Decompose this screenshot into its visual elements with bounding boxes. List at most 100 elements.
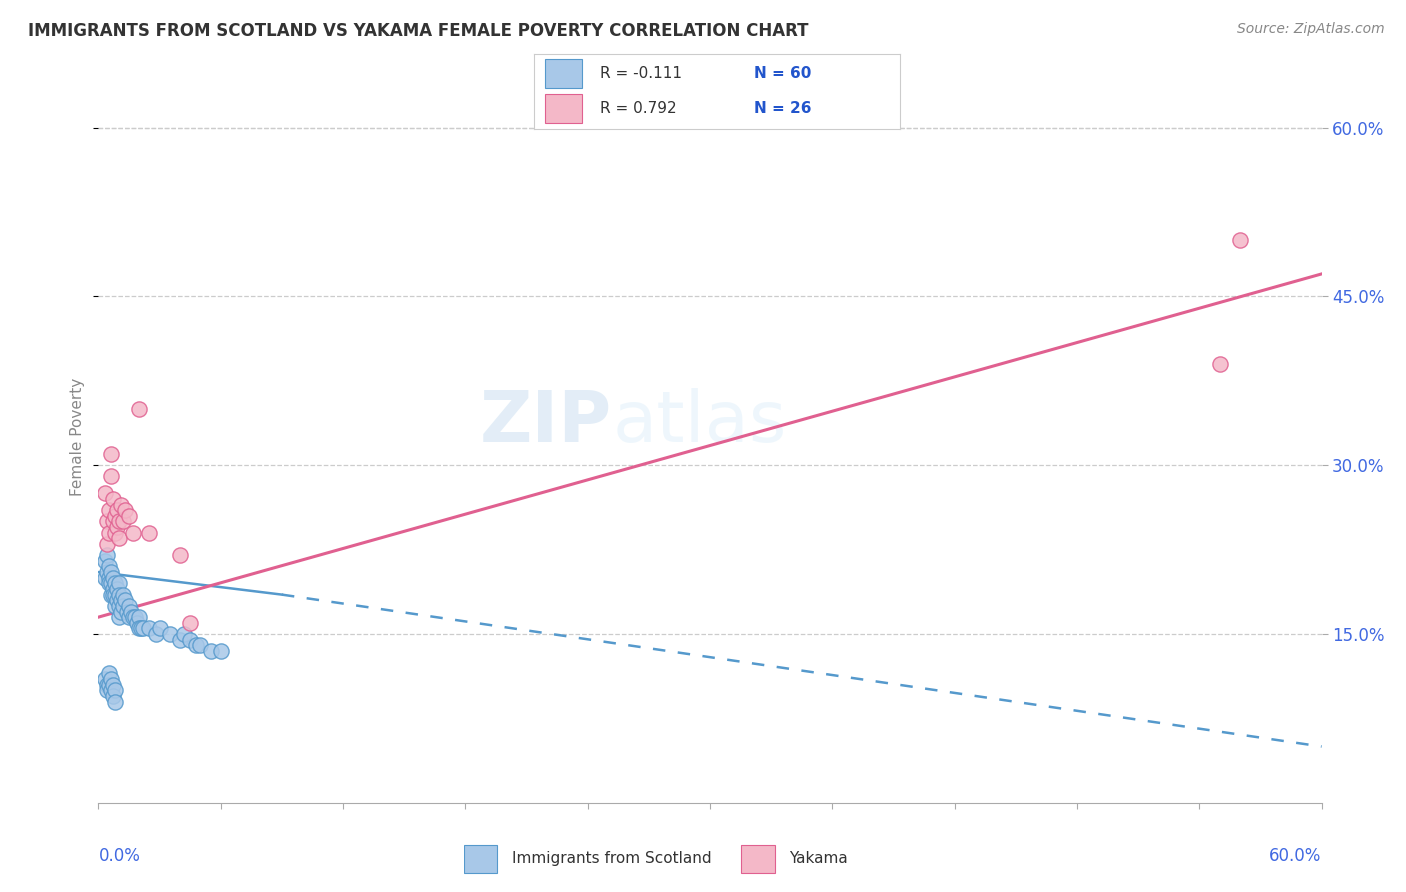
Point — [132, 621, 155, 635]
Point — [100, 565, 122, 579]
Point — [93, 486, 115, 500]
Point — [179, 615, 201, 630]
Point — [200, 644, 222, 658]
Point — [97, 559, 120, 574]
Point — [104, 694, 127, 708]
Point — [100, 447, 122, 461]
Text: 0.0%: 0.0% — [98, 847, 141, 864]
Point — [100, 683, 122, 698]
Point — [118, 610, 141, 624]
Point — [120, 605, 142, 619]
Point — [149, 621, 172, 635]
Point — [104, 525, 127, 540]
Point — [122, 610, 145, 624]
Point — [122, 525, 145, 540]
Point — [124, 610, 146, 624]
Point — [128, 401, 150, 416]
Point — [108, 610, 131, 624]
Point — [188, 638, 212, 652]
Point — [129, 621, 152, 635]
Point — [138, 525, 160, 540]
Point — [93, 571, 115, 585]
Point — [138, 621, 160, 635]
Point — [96, 548, 118, 562]
Y-axis label: Female Poverty: Female Poverty — [70, 378, 86, 496]
Point — [108, 515, 131, 529]
Point — [105, 503, 128, 517]
Point — [114, 593, 136, 607]
Text: atlas: atlas — [612, 388, 786, 457]
Point — [101, 588, 124, 602]
Text: N = 26: N = 26 — [754, 102, 811, 116]
Text: Immigrants from Scotland: Immigrants from Scotland — [512, 851, 711, 866]
Point — [101, 571, 124, 585]
Point — [97, 678, 120, 692]
Point — [114, 503, 136, 517]
Text: Source: ZipAtlas.com: Source: ZipAtlas.com — [1237, 22, 1385, 37]
Text: ZIP: ZIP — [479, 388, 612, 457]
Point — [100, 672, 122, 686]
Point — [1229, 233, 1251, 247]
Point — [108, 599, 131, 613]
Point — [93, 672, 115, 686]
Point — [118, 508, 141, 523]
Point — [173, 627, 195, 641]
Point — [110, 593, 132, 607]
Point — [111, 515, 134, 529]
Point — [101, 678, 124, 692]
Point — [97, 525, 120, 540]
Text: R = 0.792: R = 0.792 — [600, 102, 676, 116]
Point — [104, 576, 127, 591]
Point — [97, 503, 120, 517]
Point — [97, 571, 120, 585]
Point — [96, 515, 118, 529]
Point — [97, 666, 120, 681]
Point — [111, 599, 134, 613]
Text: 60.0%: 60.0% — [1270, 847, 1322, 864]
Point — [1208, 357, 1232, 371]
Point — [105, 520, 128, 534]
Point — [110, 605, 132, 619]
Point — [127, 615, 149, 630]
Bar — [546, 95, 582, 123]
Point — [159, 627, 181, 641]
Point — [100, 576, 122, 591]
Point — [104, 588, 127, 602]
Point — [128, 610, 150, 624]
Text: N = 60: N = 60 — [754, 66, 811, 81]
Text: R = -0.111: R = -0.111 — [600, 66, 682, 81]
Point — [118, 599, 141, 613]
Point — [111, 588, 134, 602]
Point — [96, 537, 118, 551]
Text: IMMIGRANTS FROM SCOTLAND VS YAKAMA FEMALE POVERTY CORRELATION CHART: IMMIGRANTS FROM SCOTLAND VS YAKAMA FEMAL… — [28, 22, 808, 40]
Point — [96, 683, 118, 698]
Bar — [546, 59, 582, 87]
Point — [169, 548, 191, 562]
Point — [128, 621, 150, 635]
Point — [100, 588, 122, 602]
Point — [96, 678, 118, 692]
Point — [110, 498, 132, 512]
Bar — [741, 845, 775, 872]
Point — [179, 632, 201, 647]
Point — [115, 605, 138, 619]
Point — [97, 576, 120, 591]
Point — [145, 627, 167, 641]
Point — [108, 588, 131, 602]
Point — [186, 638, 208, 652]
Point — [104, 508, 127, 523]
Bar — [464, 845, 498, 872]
Point — [96, 565, 118, 579]
Point — [100, 469, 122, 483]
Point — [93, 554, 115, 568]
Point — [108, 532, 131, 546]
Point — [105, 593, 128, 607]
Point — [101, 689, 124, 703]
Point — [105, 582, 128, 596]
Point — [104, 599, 127, 613]
Point — [169, 632, 191, 647]
Point — [209, 644, 232, 658]
Point — [108, 576, 131, 591]
Point — [101, 491, 124, 506]
Text: Yakama: Yakama — [789, 851, 848, 866]
